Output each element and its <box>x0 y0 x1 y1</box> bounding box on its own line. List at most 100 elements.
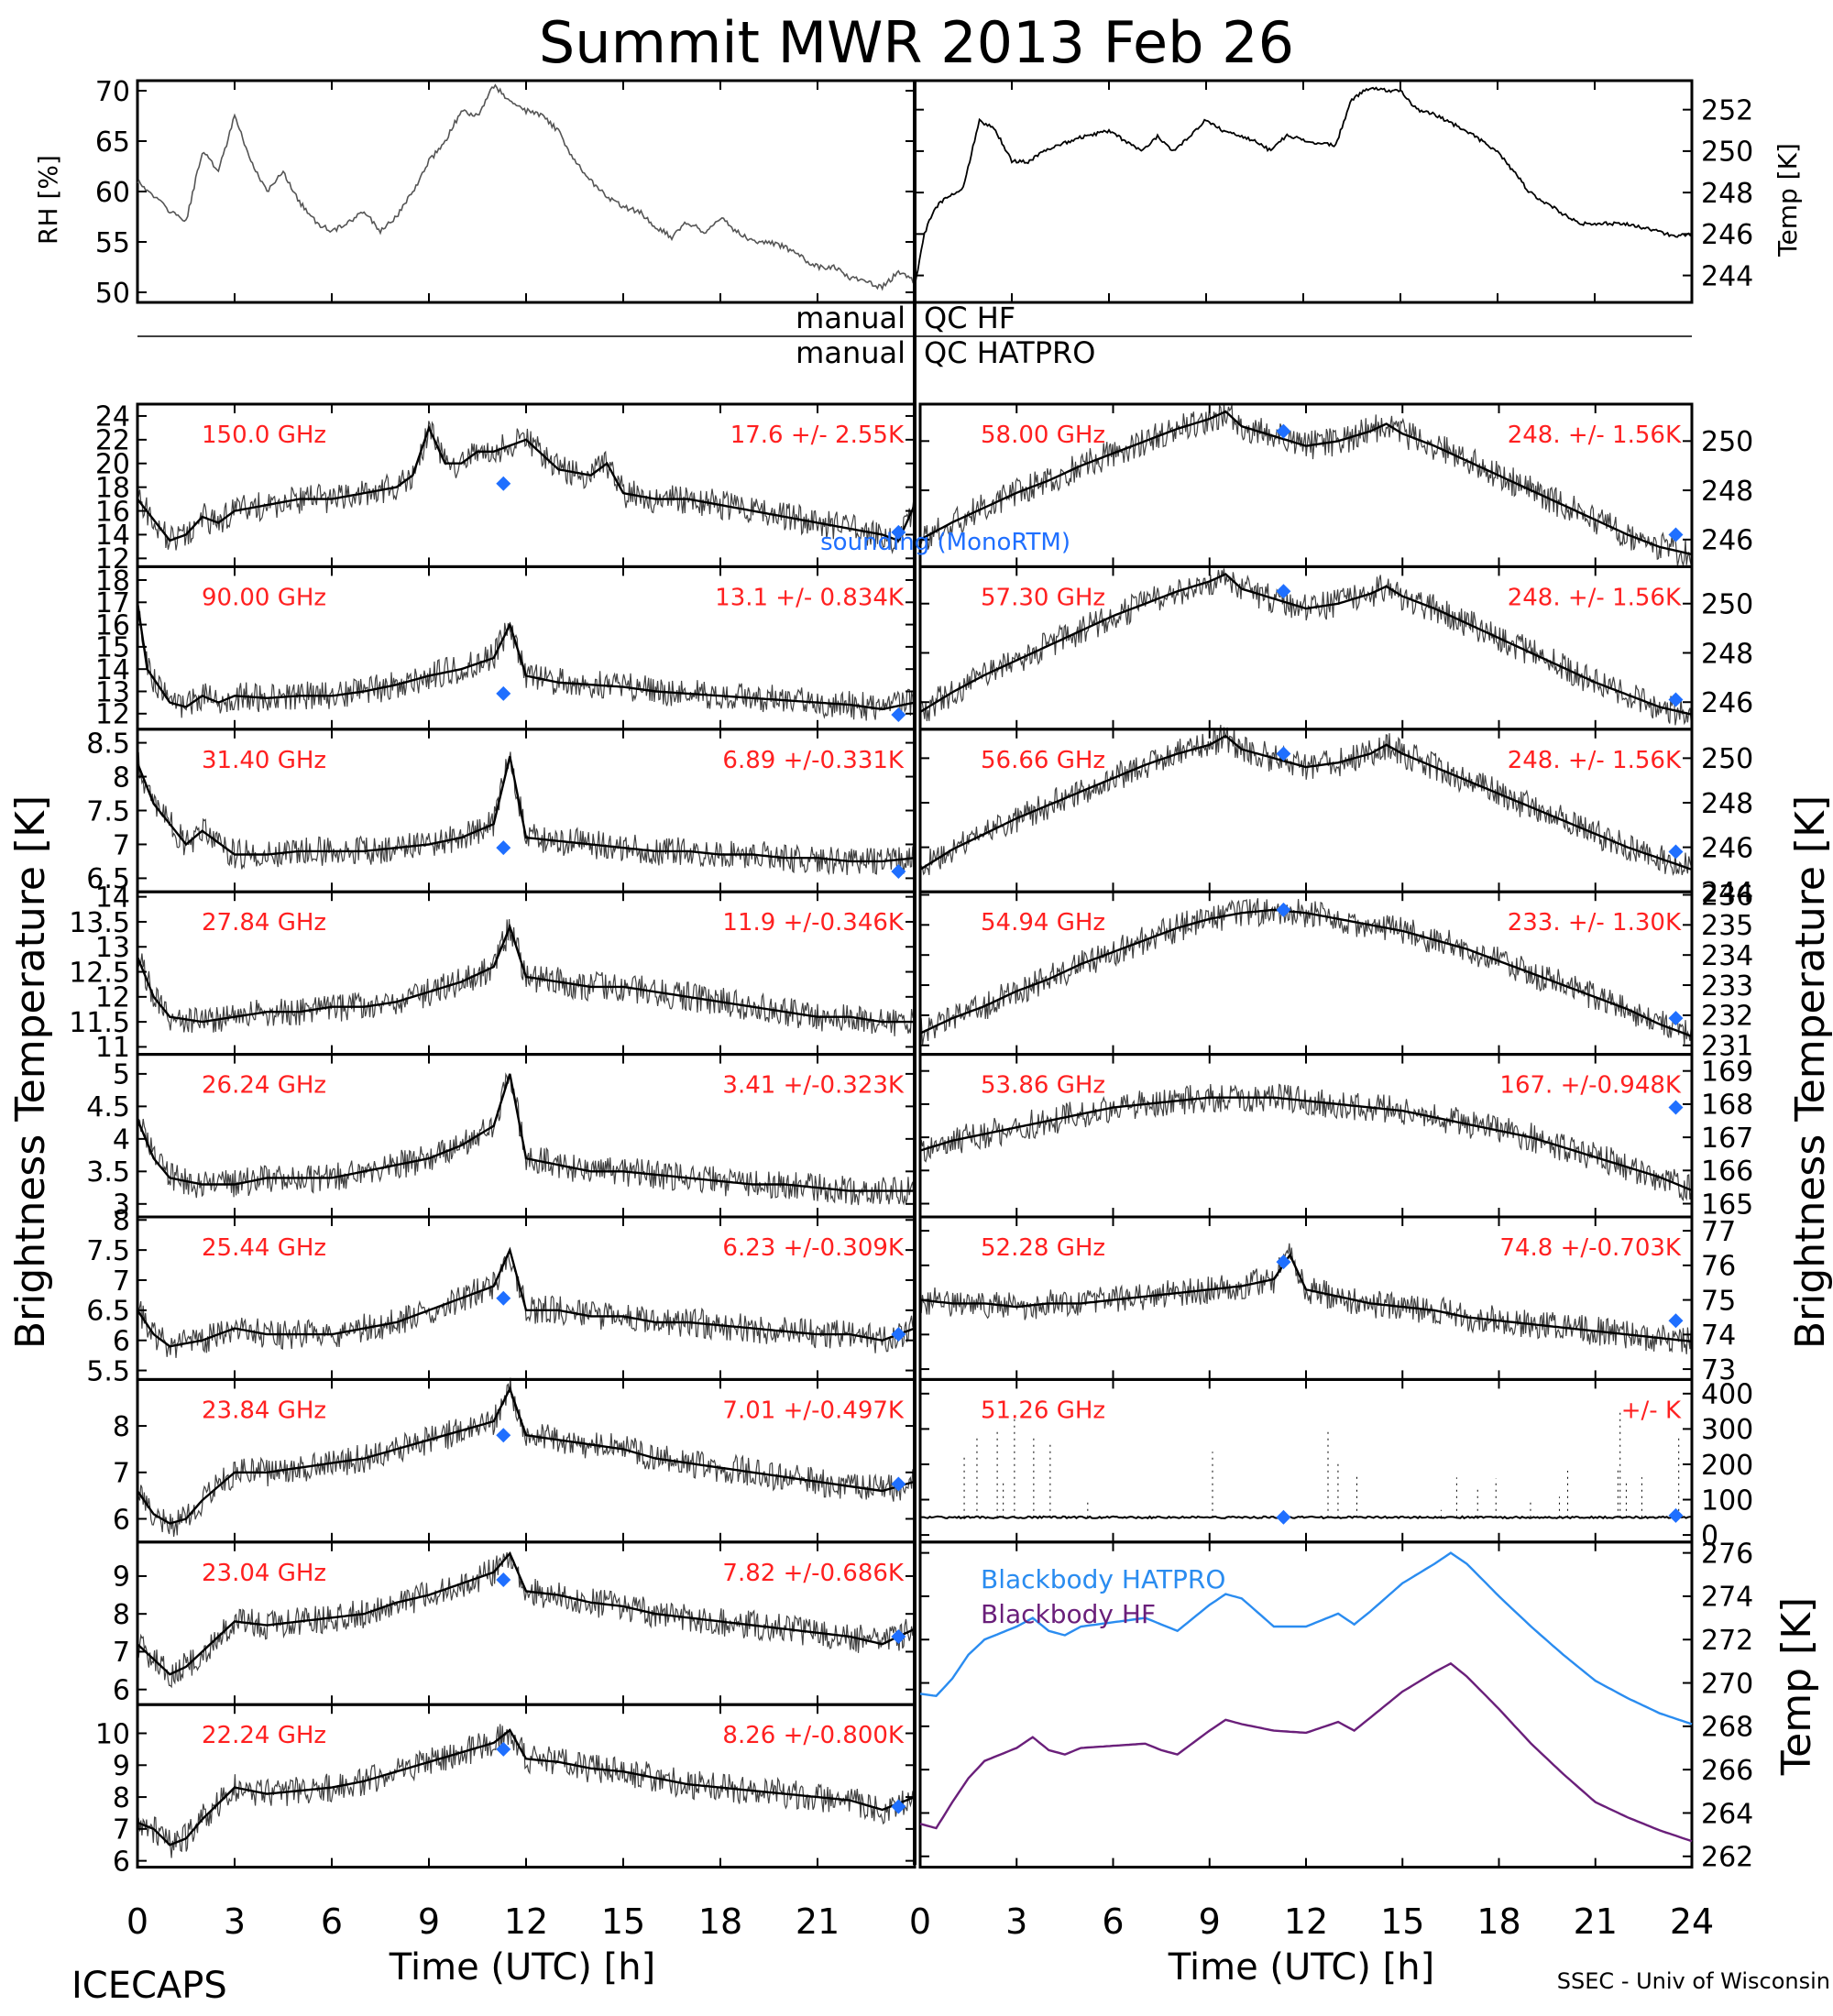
tb_23_84-channel-label: 23.84 GHz <box>202 1397 326 1424</box>
tb_23_04-ytick-label: 7 <box>113 1637 130 1669</box>
tb_51-ytick-label: 200 <box>1701 1450 1753 1482</box>
tb_90-ytick-label: 15 <box>95 632 130 664</box>
tb_53-ytick-label: 168 <box>1701 1090 1753 1122</box>
blackbody-legend-1: Blackbody HF <box>981 1599 1156 1629</box>
tb_150-ytick-label: 12 <box>95 543 130 575</box>
xaxis-label-right: Time (UTC) [h] <box>1168 1946 1434 1989</box>
tb_52-stats-label: 74.8 +/-0.703K <box>1499 1234 1682 1262</box>
tb_52-channel-label: 52.28 GHz <box>981 1234 1105 1262</box>
tb_58-line <box>919 410 1693 556</box>
tb_90-ytick-label: 13 <box>95 676 130 708</box>
tb_150-ytick-label: 20 <box>95 449 130 481</box>
tb_51-base-line <box>919 1515 1693 1520</box>
rh-ytick-label: 55 <box>95 227 130 259</box>
tb_54-stats-label: 233. +/- 1.30K <box>1508 909 1682 937</box>
tb_52-sounding-marker-1 <box>1668 1313 1684 1329</box>
tb_52-line <box>919 1253 1693 1343</box>
tb_52-sounding-marker-0 <box>1276 1255 1291 1270</box>
tb_150-stats-label: 17.6 +/- 2.55K <box>730 422 905 449</box>
xtick-label-left-12: 12 <box>504 1901 548 1942</box>
tb_23_04-ytick-label: 6 <box>113 1674 130 1706</box>
xtick-label-left-6: 6 <box>321 1901 343 1942</box>
tb_22-ytick-label: 8 <box>113 1782 130 1814</box>
tb_23_84-ytick-label: 8 <box>113 1411 130 1443</box>
tb_150-sounding-marker-0 <box>496 476 511 491</box>
labels-layer: RH [%] Temp [K] Brightness Temperature [… <box>7 143 1833 2007</box>
rh-axis-label: RH [%] <box>33 155 63 245</box>
tb_22-ytick-label: 7 <box>113 1814 130 1846</box>
tb_53-line <box>919 1096 1693 1192</box>
tb_25-channel-label: 25.44 GHz <box>202 1234 326 1262</box>
tb_51-stats-label: +/- K <box>1621 1397 1682 1424</box>
tb_150-ytick-label: 18 <box>95 472 130 504</box>
tb_54-ytick-label: 236 <box>1701 880 1753 912</box>
tb_54-ytick-label: 235 <box>1701 910 1753 942</box>
tb_56-stats-label: 248. +/- 1.56K <box>1508 747 1682 774</box>
tb_58-ytick-label: 246 <box>1701 525 1753 557</box>
temp-ytick-label: 246 <box>1701 219 1753 251</box>
rh-line <box>137 83 916 291</box>
tb_22-channel-label: 22.24 GHz <box>202 1722 326 1749</box>
tb_54-ytick-label: 231 <box>1701 1031 1753 1063</box>
qc-hf-left: manual <box>796 301 906 335</box>
xtick-label-left-18: 18 <box>698 1901 742 1942</box>
tb_31-channel-label: 31.40 GHz <box>202 747 326 774</box>
tb_51-ytick-label: 400 <box>1701 1379 1753 1411</box>
tb_25-ytick-label: 6 <box>113 1325 130 1357</box>
tb_53-channel-label: 53.86 GHz <box>981 1072 1105 1100</box>
footer-ssec: SSEC - Univ of Wisconsin <box>1557 1968 1830 1994</box>
tb_53-ytick-label: 167 <box>1701 1123 1753 1155</box>
blackbody-ytick-label: 276 <box>1701 1538 1753 1570</box>
tb_57-sounding-marker-0 <box>1276 584 1291 599</box>
tb_26-ytick-label: 5 <box>113 1059 130 1091</box>
temp-axis-label: Temp [K] <box>1773 143 1803 257</box>
tb_58-ytick-label: 248 <box>1701 476 1753 508</box>
tb_27-stats-label: 11.9 +/-0.346K <box>722 909 905 937</box>
tb_53-ytick-label: 166 <box>1701 1156 1753 1188</box>
xtick-label-left-0: 0 <box>126 1901 148 1942</box>
tb_56-ytick-label: 250 <box>1701 743 1753 775</box>
tb_25-ytick-label: 8 <box>113 1205 130 1237</box>
tb_56-channel-label: 56.66 GHz <box>981 747 1105 774</box>
qc-hatpro-left: manual <box>796 335 906 370</box>
temp-ytick-label: 248 <box>1701 178 1753 210</box>
tb_31-sounding-marker-1 <box>891 864 906 880</box>
tb_53-stats-label: 167. +/-0.948K <box>1499 1072 1682 1100</box>
blackbody-series-1 <box>919 1661 1693 1843</box>
tb_22-sounding-marker-1 <box>891 1799 906 1814</box>
tb_26-stats-label: 3.41 +/-0.323K <box>722 1072 905 1100</box>
xtick-label-left-21: 21 <box>796 1901 840 1942</box>
tb_52-ytick-label: 77 <box>1701 1216 1736 1248</box>
temp-ytick-label: 252 <box>1701 94 1753 126</box>
tb_25-ytick-label: 7 <box>113 1265 130 1298</box>
tb_22-ytick-label: 6 <box>113 1846 130 1878</box>
xtick-label-left-3: 3 <box>224 1901 246 1942</box>
tb_27-ytick-label: 12.5 <box>69 957 130 989</box>
tb_31-ytick-label: 8 <box>113 761 130 794</box>
tb_53-ytick-label: 169 <box>1701 1057 1753 1089</box>
tb_31-ytick-label: 7 <box>113 829 130 861</box>
rh-ytick-label: 50 <box>95 278 130 310</box>
tb_26-ytick-label: 4 <box>113 1124 130 1156</box>
tb_27-ytick-label: 11 <box>95 1032 130 1064</box>
tb_150-channel-label: 150.0 GHz <box>202 422 326 449</box>
blackbody-ytick-label: 270 <box>1701 1668 1753 1700</box>
xaxis-label-left: Time (UTC) [h] <box>389 1946 655 1989</box>
tb_31-ytick-label: 7.5 <box>86 795 130 827</box>
xtick-label-right-0: 0 <box>909 1901 931 1942</box>
tb_90-ytick-label: 18 <box>95 565 130 597</box>
tb_23_04-line <box>137 1550 916 1676</box>
tb_23_04-sounding-marker-1 <box>891 1628 906 1644</box>
tb_52-noise <box>919 1243 1692 1354</box>
tb_51-sounding-marker-1 <box>1668 1507 1684 1523</box>
tb_52-ytick-label: 75 <box>1701 1285 1736 1317</box>
tb_26-channel-label: 26.24 GHz <box>202 1072 326 1100</box>
tb_51-sounding-marker-0 <box>1276 1509 1291 1525</box>
footer-icecaps: ICECAPS <box>71 1965 227 2007</box>
temp-ytick-label: 250 <box>1701 137 1753 169</box>
tb_25-ytick-label: 6.5 <box>86 1296 130 1328</box>
tb_90-sounding-marker-0 <box>496 685 511 701</box>
tb_58-stats-label: 248. +/- 1.56K <box>1508 422 1682 449</box>
tb_22-sounding-marker-0 <box>496 1741 511 1757</box>
temp-line <box>914 86 1693 288</box>
